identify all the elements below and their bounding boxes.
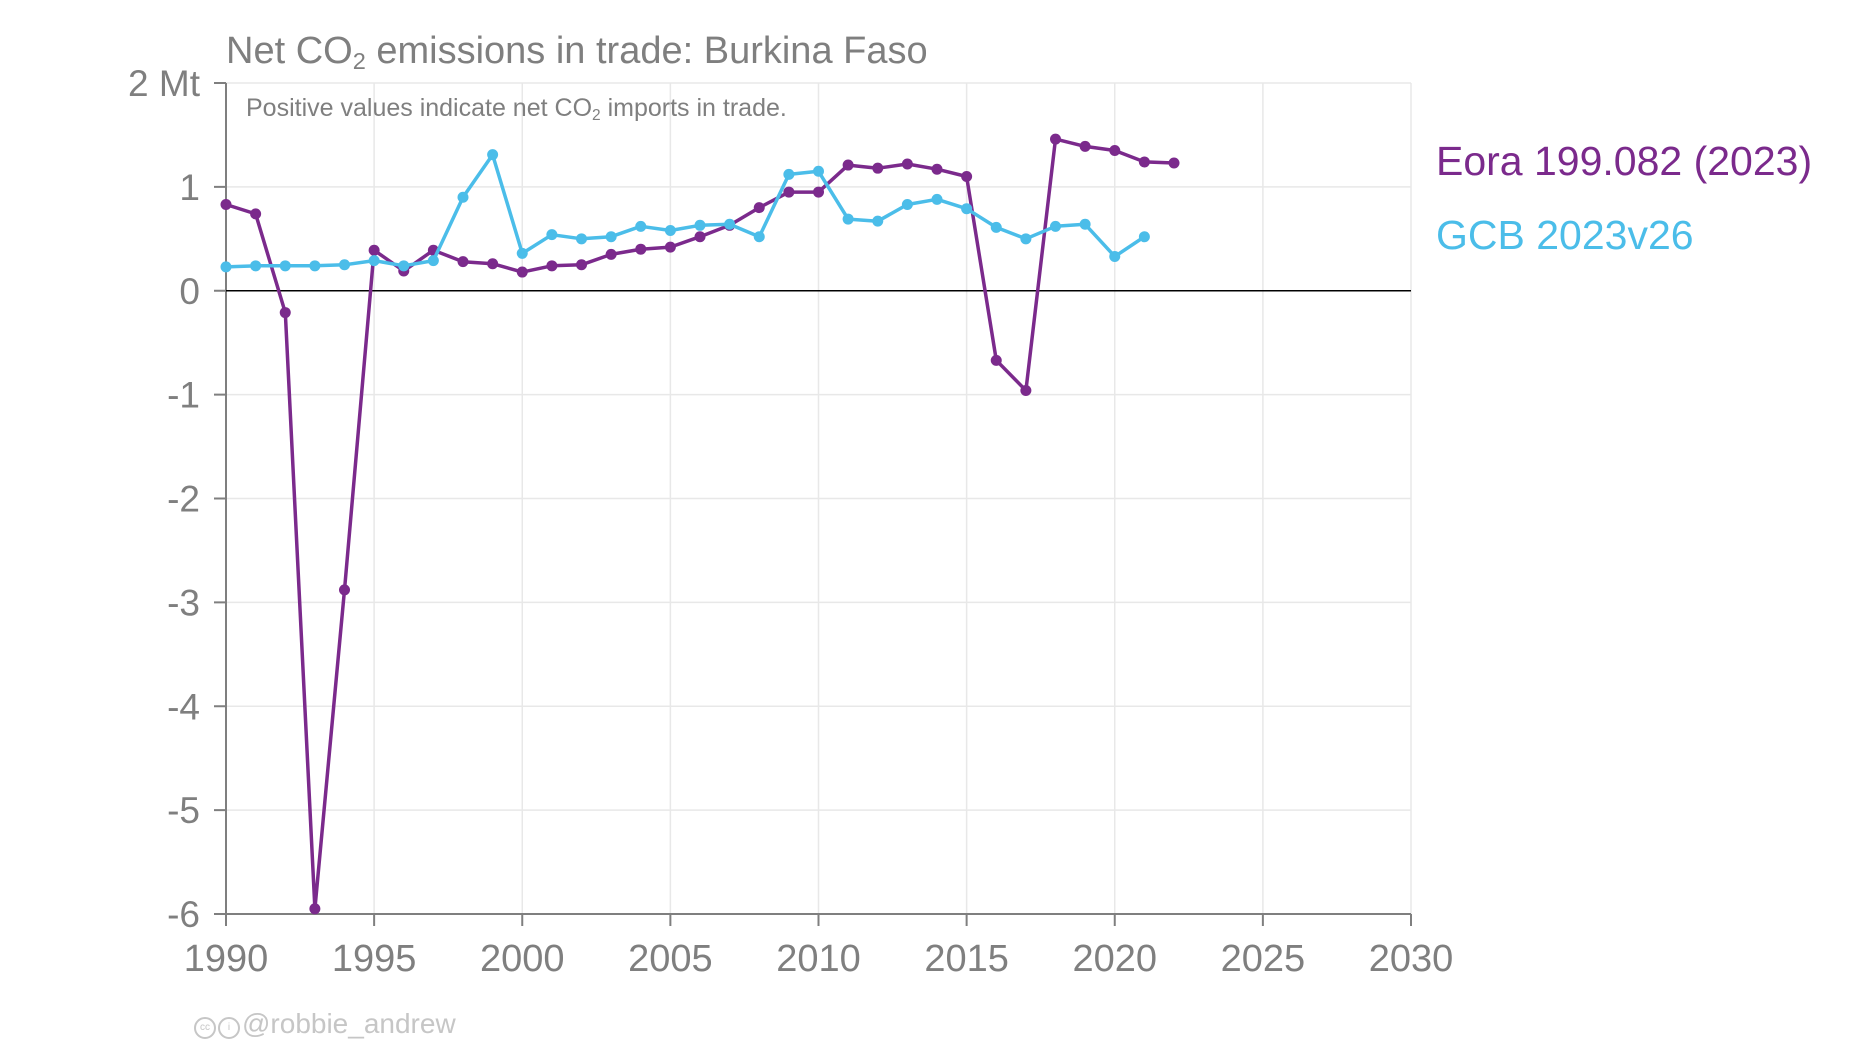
legend-gcb: GCB 2023v26 [1436, 212, 1694, 258]
data-point-gcb [694, 219, 706, 231]
legend-eora: Eora 199.082 (2023) [1436, 138, 1813, 184]
data-point-eora [457, 256, 469, 268]
data-point-gcb [427, 255, 439, 267]
data-point-gcb [220, 261, 232, 273]
data-point-eora [901, 158, 913, 170]
data-point-gcb [1020, 233, 1032, 245]
y-tick-label: -2 [167, 479, 200, 520]
data-point-gcb [813, 165, 824, 177]
data-point-gcb [872, 215, 884, 227]
data-point-eora [1020, 384, 1032, 396]
creative-commons-icon: cc [194, 1017, 216, 1039]
chart-title: Net CO2 emissions in trade: Burkina Faso [226, 30, 928, 74]
data-point-eora [546, 260, 558, 272]
y-tick-label: -6 [167, 894, 200, 935]
data-point-gcb [516, 247, 528, 259]
data-point-eora [961, 170, 973, 182]
x-tick-label: 2015 [924, 938, 1009, 980]
data-point-eora [279, 307, 291, 319]
x-tick-label: 2020 [1072, 938, 1157, 980]
data-point-eora [783, 186, 795, 198]
data-point-eora [605, 248, 617, 260]
x-tick-label: 2025 [1221, 938, 1306, 980]
data-point-eora [635, 243, 647, 255]
data-point-eora [931, 163, 943, 175]
data-point-gcb [487, 149, 499, 161]
data-point-eora [1168, 157, 1180, 169]
data-point-eora [368, 244, 380, 256]
data-point-eora [309, 903, 321, 915]
data-point-gcb [1079, 218, 1091, 230]
data-point-gcb [842, 213, 854, 225]
data-point-gcb [576, 233, 587, 245]
data-point-gcb [250, 260, 262, 272]
data-point-gcb [1050, 220, 1061, 232]
data-point-gcb [901, 199, 913, 211]
x-tick-label: 2030 [1369, 938, 1454, 980]
y-tick-label: -3 [167, 582, 200, 623]
y-tick-label: 2 Mt [128, 63, 201, 104]
data-point-eora [753, 202, 765, 214]
data-point-eora [487, 258, 499, 270]
data-point-gcb [783, 168, 795, 180]
series-layer [220, 133, 1180, 915]
data-point-gcb [664, 225, 676, 237]
data-point-eora [576, 259, 587, 271]
data-point-eora [1050, 133, 1061, 145]
credit: cc i @robbie_andrew [194, 1008, 456, 1040]
data-point-gcb [398, 260, 410, 272]
data-point-gcb [279, 260, 291, 272]
y-tick-label: -4 [167, 686, 200, 727]
data-point-eora [842, 159, 854, 171]
data-point-gcb [635, 220, 647, 232]
y-tick-label: -5 [167, 790, 200, 831]
series-line-gcb [225, 152, 1146, 269]
y-tick-label: 0 [179, 271, 200, 312]
data-point-eora [694, 231, 706, 243]
data-point-eora [1079, 140, 1091, 152]
credit-handle: @robbie_andrew [242, 1008, 456, 1039]
attribution-icon: i [218, 1017, 240, 1039]
data-point-gcb [309, 260, 321, 272]
data-point-gcb [605, 231, 617, 243]
data-point-eora [664, 241, 676, 253]
data-point-gcb [368, 255, 380, 267]
data-point-eora [1138, 156, 1150, 168]
data-point-eora [872, 162, 884, 174]
data-point-gcb [1109, 250, 1121, 262]
x-tick-label: 2005 [628, 938, 713, 980]
series-line-eora [225, 137, 1175, 911]
data-point-gcb [1138, 231, 1150, 243]
data-point-gcb [546, 229, 558, 241]
data-point-eora [1109, 145, 1121, 157]
data-point-eora [990, 354, 1002, 366]
x-tick-label: 1990 [184, 938, 269, 980]
data-point-eora [813, 186, 824, 198]
y-tick-label: 1 [179, 167, 200, 208]
data-point-eora [516, 266, 528, 278]
data-point-eora [250, 208, 262, 220]
x-tick-label: 2010 [776, 938, 861, 980]
data-point-eora [220, 199, 232, 211]
data-point-gcb [457, 191, 469, 203]
data-point-gcb [990, 221, 1002, 233]
data-point-gcb [724, 218, 736, 230]
x-tick-label: 2000 [480, 938, 565, 980]
data-point-gcb [961, 203, 973, 215]
chart-subtitle: Positive values indicate net CO2 imports… [246, 94, 787, 124]
data-point-gcb [753, 231, 765, 243]
grid-layer [226, 82, 1412, 915]
data-point-eora [339, 584, 350, 596]
data-point-gcb [931, 193, 943, 205]
data-point-gcb [339, 259, 350, 271]
x-tick-label: 1995 [332, 938, 417, 980]
y-tick-label: -1 [167, 375, 200, 416]
